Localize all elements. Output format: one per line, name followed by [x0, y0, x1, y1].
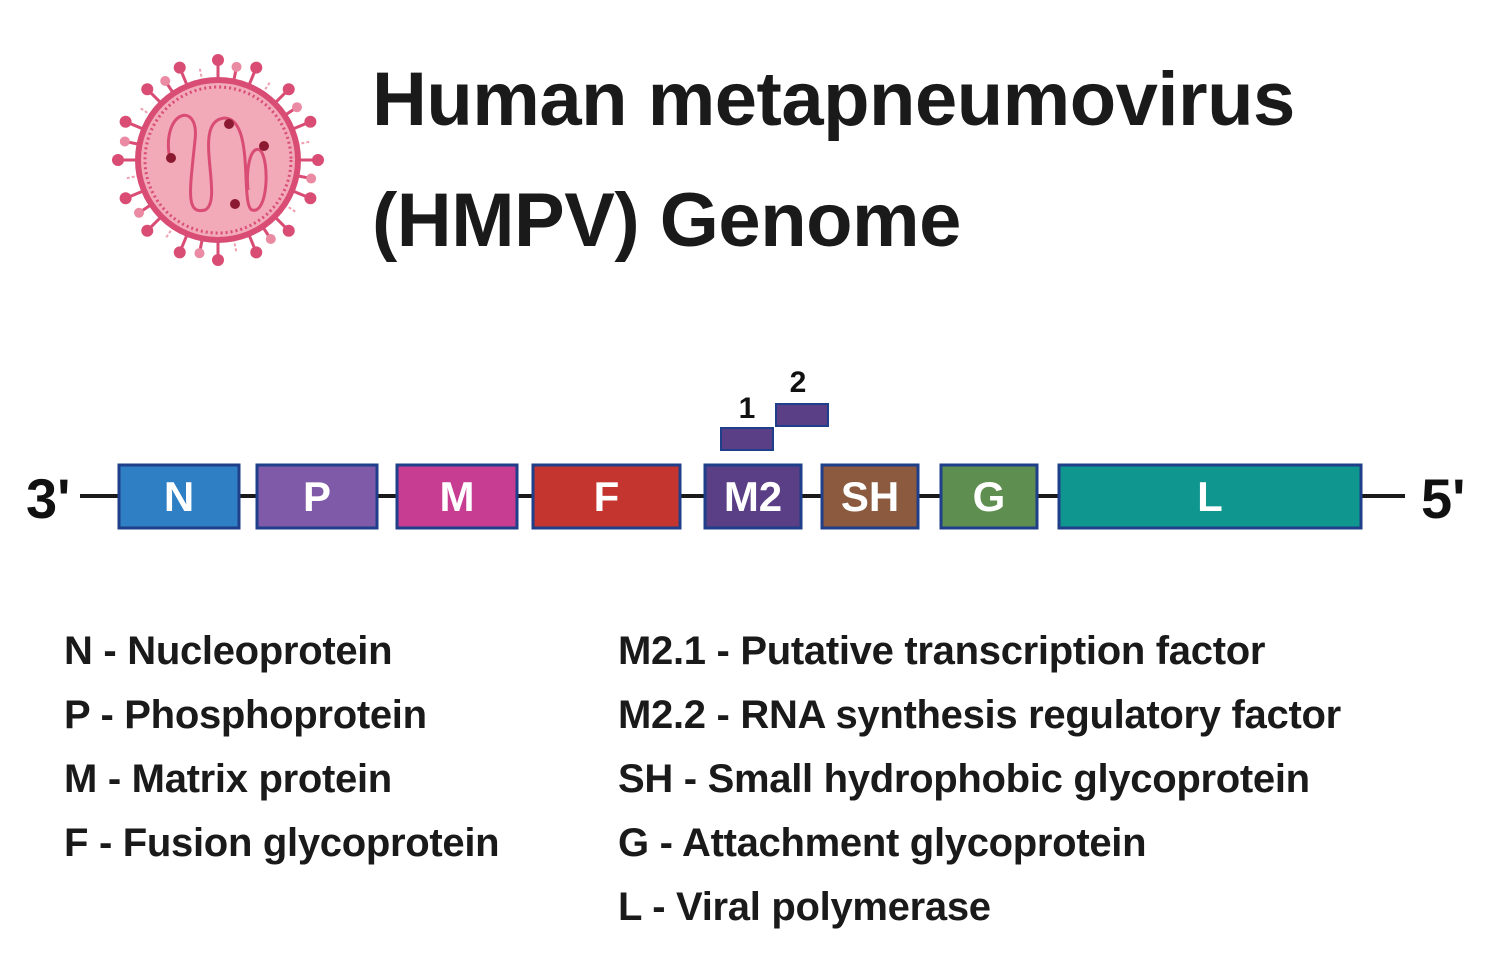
legend-item-l: L - Viral polymerase [618, 885, 991, 929]
gene-label: SH [841, 473, 899, 520]
gene-box [117, 463, 241, 530]
virus-spike-head [119, 192, 132, 205]
virus-spike-head [312, 154, 324, 166]
virus-spike-head [194, 248, 205, 259]
virus-spike-head [304, 192, 317, 205]
legend-left: N - Nucleoprotein P - Phosphoprotein M -… [64, 619, 500, 875]
gene-box [1057, 463, 1363, 530]
title-line-1: Human metapneumovirus [372, 57, 1295, 142]
gene-p: P [255, 463, 379, 530]
legend-item-m: M - Matrix protein [64, 757, 392, 801]
gene-label: G [973, 473, 1006, 520]
virus-spike-head [231, 61, 242, 72]
virus-membrane [143, 85, 293, 235]
gene-box [820, 463, 920, 530]
orf-label: 1 [739, 392, 756, 425]
virus-spike-head [119, 115, 132, 128]
title-line-2: (HMPV) Genome [372, 178, 961, 263]
virus-spike-head [134, 207, 145, 218]
legend-item-g: G - Attachment glycoprotein [618, 821, 1147, 865]
gene-m2: M2 [703, 463, 803, 530]
virus-spike-head [265, 233, 276, 244]
gene-label: F [594, 473, 620, 520]
gene-box [939, 463, 1039, 530]
virus-spike-head [173, 246, 186, 259]
virus-spike-head [250, 61, 263, 74]
orf-box [720, 427, 774, 451]
end-3-prime: 3' [26, 467, 70, 530]
virus-rna [166, 113, 268, 213]
virus-protein [224, 119, 234, 129]
gene-label: M [440, 473, 475, 520]
virus-envelope [135, 77, 301, 243]
gene-label: N [164, 473, 194, 520]
gene-label: P [303, 473, 331, 520]
orf-box [775, 403, 829, 427]
virus-spike-head [141, 83, 154, 96]
gene-box [531, 463, 682, 530]
virus-spike-head [212, 54, 224, 66]
legend-item-m2-1: M2.1 - Putative transcription factor [618, 629, 1266, 673]
virus-spike-head [173, 61, 186, 74]
end-5-prime: 5' [1421, 467, 1465, 530]
gene-label: L [1197, 473, 1223, 520]
virus-spike-head [141, 224, 154, 237]
virus-spike-head [212, 254, 224, 266]
m2-orf-2: 2 [775, 366, 829, 427]
gene-sh: SH [820, 463, 920, 530]
gene-m: M [395, 463, 519, 530]
virus-spike-head [304, 115, 317, 128]
legend-item-m2-2: M2.2 - RNA synthesis regulatory factor [618, 693, 1341, 737]
virus-spike-head [112, 154, 124, 166]
virus-spike-head [291, 102, 302, 113]
virus-spike-head [250, 246, 263, 259]
orf-label: 2 [790, 366, 807, 399]
virus-spike-head [119, 136, 130, 147]
virus-spike-head [282, 83, 295, 96]
gene-box [255, 463, 379, 530]
gene-l: L [1057, 463, 1363, 530]
gene-n: N [117, 463, 241, 530]
virus-spike-head [282, 224, 295, 237]
gene-g: G [939, 463, 1039, 530]
legend-item-n: N - Nucleoprotein [64, 629, 393, 673]
gene-label: M2 [724, 473, 782, 520]
gene-box [395, 463, 519, 530]
legend-item-p: P - Phosphoprotein [64, 693, 427, 737]
virus-spike-head [306, 173, 317, 184]
virus-protein [259, 141, 269, 151]
gene-box [703, 463, 803, 530]
m2-orf-1: 1 [720, 392, 774, 451]
virus-protein [230, 199, 240, 209]
legend-item-f: F - Fusion glycoprotein [64, 821, 500, 865]
legend-right: M2.1 - Putative transcription factor M2.… [618, 619, 1341, 939]
virus-spike-head [160, 76, 171, 87]
gene-f: F [531, 463, 682, 530]
virus-protein [166, 153, 176, 163]
legend-item-sh: SH - Small hydrophobic glycoprotein [618, 757, 1310, 801]
